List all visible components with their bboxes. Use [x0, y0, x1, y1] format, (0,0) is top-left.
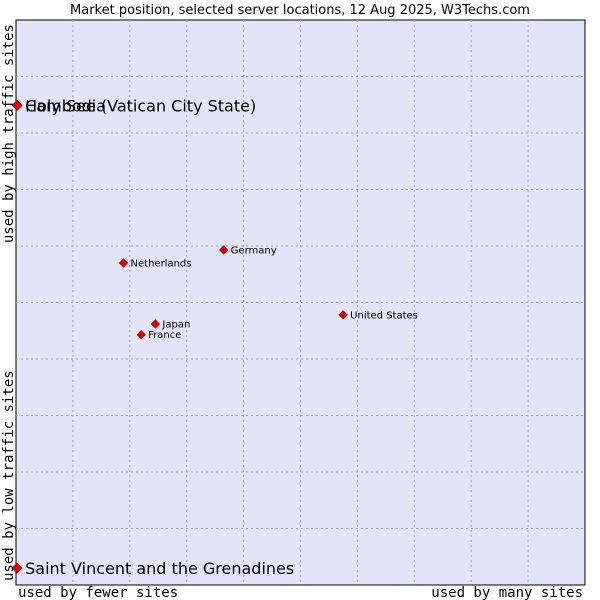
data-point-marker [219, 245, 229, 255]
data-point-label: Cambodia [25, 96, 106, 115]
y-axis-label-bottom: used by low traffic sites [1, 370, 17, 581]
x-axis-label-right: used by many sites [431, 585, 583, 600]
data-point-marker [118, 258, 129, 268]
data-point-marker [150, 319, 161, 329]
data-point-marker [338, 310, 348, 320]
x-axis-label-left: used by fewer sites [18, 585, 178, 600]
data-point-label: Holy See (Vatican City State) [25, 96, 256, 115]
data-point-label: France [148, 330, 181, 341]
data-point-marker [11, 99, 23, 111]
data-point-label: United States [350, 310, 418, 321]
grid [16, 20, 585, 585]
data-point-label: Germany [231, 245, 277, 256]
data-point-label: Saint Vincent and the Grenadines [25, 559, 294, 578]
data-points: Holy See (Vatican City State)Cambodia Sai… [11, 96, 418, 578]
data-point-label: Netherlands [131, 258, 192, 269]
data-point-label: Japan [161, 319, 190, 330]
data-point-marker [136, 330, 146, 340]
chart-title: Market position, selected server locatio… [70, 3, 530, 18]
y-axis-label-top: used by high traffic sites [1, 24, 17, 243]
data-point-marker [11, 562, 23, 574]
